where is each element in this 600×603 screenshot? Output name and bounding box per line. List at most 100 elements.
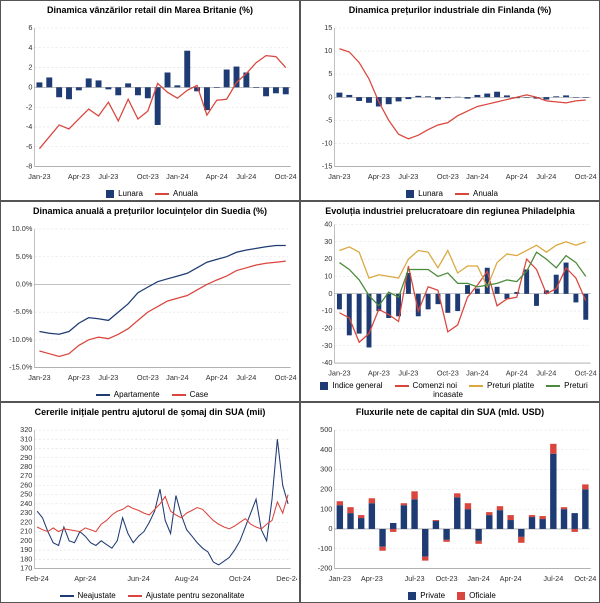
svg-text:Oct-24: Oct-24 bbox=[574, 574, 596, 583]
svg-text:Jun-24: Jun-24 bbox=[127, 574, 149, 583]
svg-text:-5.0%: -5.0% bbox=[13, 307, 33, 316]
panel-finland-ppi: Dinamica prețurilor industriale din Finl… bbox=[300, 0, 600, 201]
svg-text:-5: -5 bbox=[326, 115, 333, 124]
svg-text:Oct-23: Oct-23 bbox=[137, 373, 159, 382]
svg-text:270: 270 bbox=[20, 471, 32, 480]
svg-text:Jan-23: Jan-23 bbox=[329, 574, 351, 583]
svg-text:210: 210 bbox=[20, 527, 32, 536]
legend: PrivateOficiale bbox=[303, 591, 597, 600]
svg-text:-200: -200 bbox=[318, 564, 333, 573]
svg-text:0.0%: 0.0% bbox=[16, 279, 33, 288]
svg-text:Apr-23: Apr-23 bbox=[68, 373, 90, 382]
svg-text:180: 180 bbox=[20, 554, 32, 563]
svg-text:220: 220 bbox=[20, 517, 32, 526]
svg-text:230: 230 bbox=[20, 508, 32, 517]
svg-text:Apr-23: Apr-23 bbox=[68, 172, 90, 181]
svg-text:5: 5 bbox=[328, 69, 332, 78]
svg-text:10.0%: 10.0% bbox=[12, 224, 33, 233]
svg-text:200: 200 bbox=[320, 484, 332, 493]
svg-text:300: 300 bbox=[320, 465, 332, 474]
svg-text:Jan-23: Jan-23 bbox=[328, 369, 350, 378]
svg-text:4: 4 bbox=[28, 43, 32, 52]
svg-text:Oct-23: Oct-23 bbox=[437, 369, 459, 378]
svg-text:-10.0%: -10.0% bbox=[9, 335, 33, 344]
svg-text:500: 500 bbox=[320, 425, 332, 434]
svg-text:Jul-23: Jul-23 bbox=[405, 574, 425, 583]
svg-text:Apr-24: Apr-24 bbox=[206, 172, 228, 181]
svg-text:Jan-23: Jan-23 bbox=[28, 172, 50, 181]
panel-uk-retail: Dinamica vânzărilor retail din Marea Bri… bbox=[0, 0, 300, 201]
svg-text:Feb-24: Feb-24 bbox=[26, 574, 49, 583]
svg-text:30: 30 bbox=[324, 237, 332, 246]
svg-text:Jul-24: Jul-24 bbox=[236, 172, 256, 181]
svg-text:Oct-23: Oct-23 bbox=[436, 574, 458, 583]
svg-text:260: 260 bbox=[20, 480, 32, 489]
svg-text:Dec-24: Dec-24 bbox=[276, 574, 297, 583]
svg-text:Apr-23: Apr-23 bbox=[361, 574, 383, 583]
svg-text:Oct-23: Oct-23 bbox=[437, 172, 459, 181]
svg-text:Jul-23: Jul-23 bbox=[398, 172, 418, 181]
svg-text:-10: -10 bbox=[322, 139, 333, 148]
plot: -15-10-5051015Jan-23Apr-23Jul-23Oct-23Ja… bbox=[303, 17, 597, 188]
title: Cererile inițiale pentru ajutorul de șom… bbox=[3, 407, 297, 417]
svg-text:-6: -6 bbox=[26, 142, 33, 151]
svg-text:280: 280 bbox=[20, 462, 32, 471]
panel-us-jobless: Cererile inițiale pentru ajutorul de șom… bbox=[0, 402, 300, 603]
plot: -200-1000100200300400500Jan-23Apr-23Jul-… bbox=[303, 419, 597, 590]
svg-text:Aug-24: Aug-24 bbox=[175, 574, 199, 583]
panel-philly-fed: Evoluția industriei prelucratoare din re… bbox=[300, 201, 600, 402]
svg-text:0: 0 bbox=[28, 82, 32, 91]
svg-text:Oct-24: Oct-24 bbox=[275, 172, 297, 181]
svg-text:170: 170 bbox=[20, 564, 32, 573]
title: Evoluția industriei prelucratoare din re… bbox=[303, 206, 597, 216]
svg-text:400: 400 bbox=[320, 445, 332, 454]
svg-text:-30: -30 bbox=[322, 341, 333, 350]
svg-text:100: 100 bbox=[320, 504, 332, 513]
svg-text:Jan-23: Jan-23 bbox=[328, 172, 350, 181]
legend: LunaraAnuala bbox=[303, 189, 597, 198]
svg-text:250: 250 bbox=[20, 490, 32, 499]
svg-text:Oct-24: Oct-24 bbox=[575, 172, 597, 181]
plot: -8-6-4-20246Jan-23Apr-23Jul-23Oct-23Jan-… bbox=[3, 17, 297, 188]
svg-text:290: 290 bbox=[20, 453, 32, 462]
svg-text:Oct-24: Oct-24 bbox=[275, 373, 297, 382]
svg-text:Jul-24: Jul-24 bbox=[536, 172, 556, 181]
svg-text:-40: -40 bbox=[322, 358, 333, 367]
legend: ApartamenteCase bbox=[3, 390, 297, 399]
panel-us-capital-flows: Fluxurile nete de capital din SUA (mld. … bbox=[300, 402, 600, 603]
title: Dinamica prețurilor industriale din Finl… bbox=[303, 5, 597, 15]
svg-text:-8: -8 bbox=[26, 162, 33, 171]
svg-text:320: 320 bbox=[20, 425, 32, 434]
title: Dinamica vânzărilor retail din Marea Bri… bbox=[3, 5, 297, 15]
svg-text:0: 0 bbox=[328, 92, 332, 101]
svg-text:190: 190 bbox=[20, 545, 32, 554]
svg-text:Apr-24: Apr-24 bbox=[206, 373, 228, 382]
legend: Indice generalComenzi noiPreturi platite… bbox=[303, 381, 597, 399]
svg-text:200: 200 bbox=[20, 536, 32, 545]
svg-text:Jul-23: Jul-23 bbox=[398, 369, 418, 378]
svg-text:-15.0%: -15.0% bbox=[9, 363, 33, 372]
svg-text:40: 40 bbox=[324, 220, 332, 229]
svg-text:Apr-24: Apr-24 bbox=[500, 574, 522, 583]
svg-text:Jul-24: Jul-24 bbox=[543, 574, 563, 583]
svg-text:10: 10 bbox=[324, 272, 332, 281]
svg-text:300: 300 bbox=[20, 444, 32, 453]
svg-text:-20: -20 bbox=[322, 324, 333, 333]
svg-text:Jan-24: Jan-24 bbox=[466, 369, 488, 378]
svg-text:6: 6 bbox=[28, 23, 32, 32]
svg-text:Apr-23: Apr-23 bbox=[368, 172, 390, 181]
svg-text:-2: -2 bbox=[26, 102, 33, 111]
svg-text:Apr-24: Apr-24 bbox=[74, 574, 96, 583]
svg-text:Oct-24: Oct-24 bbox=[229, 574, 251, 583]
chart-grid: Dinamica vânzărilor retail din Marea Bri… bbox=[0, 0, 600, 603]
svg-text:-10: -10 bbox=[322, 306, 333, 315]
svg-text:Apr-23: Apr-23 bbox=[368, 369, 390, 378]
legend: LunaraAnuala bbox=[3, 189, 297, 198]
svg-text:-4: -4 bbox=[26, 122, 33, 131]
plot: 1701801902002102202302402502602702802903… bbox=[3, 419, 297, 590]
legend: NeajustateAjustate pentru sezonalitate bbox=[3, 591, 297, 600]
svg-text:Oct-24: Oct-24 bbox=[575, 369, 597, 378]
svg-text:Oct-23: Oct-23 bbox=[137, 172, 159, 181]
plot: -40-30-20-10010203040Jan-23Apr-23Jul-23O… bbox=[303, 218, 597, 380]
svg-text:-15: -15 bbox=[322, 162, 333, 171]
